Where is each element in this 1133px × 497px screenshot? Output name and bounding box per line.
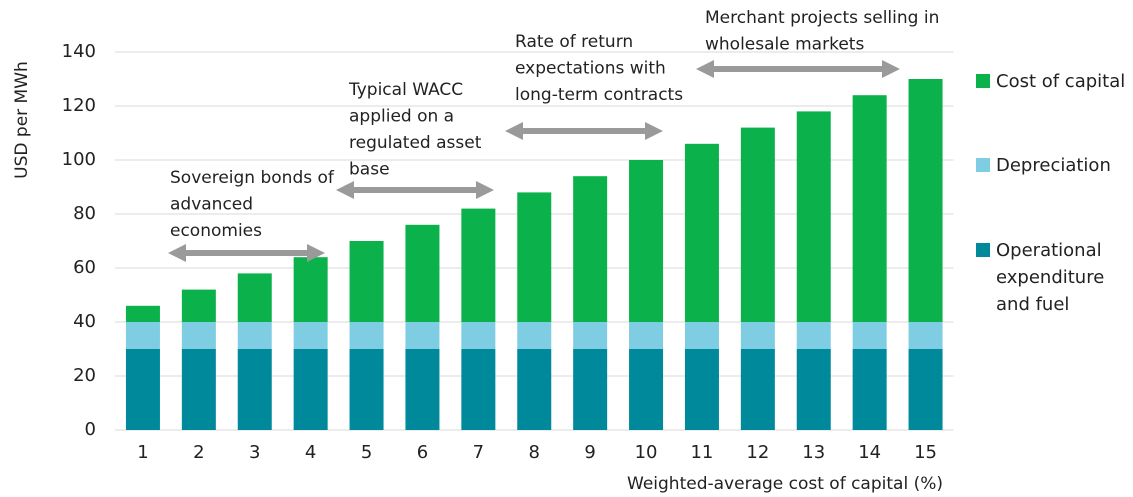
bar-segment [908, 322, 943, 349]
y-tick-label: 100 [62, 149, 96, 170]
bar-segment [125, 349, 160, 430]
bar-segment [293, 322, 328, 349]
bar-segment [908, 349, 943, 430]
annotation: Typical WACC [348, 80, 463, 100]
bar-segment [461, 349, 496, 430]
bar-segment [405, 349, 440, 430]
bar-segment [517, 192, 552, 322]
bar-segment [684, 143, 719, 322]
bar-segment [684, 322, 719, 349]
annotation: Sovereign bonds of [170, 168, 335, 188]
bar-segment [740, 322, 775, 349]
bar-segment [740, 349, 775, 430]
legend-swatch [976, 158, 990, 172]
legend-item: Operational expenditure and fuel [976, 237, 1126, 318]
bar-segment [573, 322, 608, 349]
x-tick-label: 6 [417, 442, 428, 463]
bar-segment [517, 322, 552, 349]
bar-segment [349, 241, 384, 322]
legend-label: Depreciation [996, 155, 1111, 176]
x-tick-label: 7 [473, 442, 484, 463]
bar-segment [181, 289, 216, 322]
y-tick-label: 140 [62, 41, 96, 62]
annotation: expectations with [515, 59, 666, 79]
bar-segment [852, 95, 887, 322]
x-tick-label: 3 [249, 442, 260, 463]
y-axis-title: USD per MWh [12, 61, 32, 179]
bar-segment [461, 208, 496, 322]
bar-segment [461, 322, 496, 349]
bar-segment [684, 349, 719, 430]
x-axis-title: Weighted-average cost of capital (%) [627, 474, 943, 494]
x-tick-label: 1 [137, 442, 148, 463]
annotation: economies [170, 221, 262, 241]
x-tick-label: 5 [361, 442, 372, 463]
bar-segment [293, 349, 328, 430]
y-tick-label: 120 [62, 95, 96, 116]
bar-segment [349, 322, 384, 349]
bar-segment [852, 349, 887, 430]
annotation: base [349, 160, 390, 180]
legend-swatch [976, 243, 990, 257]
bar-segment [796, 349, 831, 430]
bar-segment [237, 322, 272, 349]
bar-segment [629, 349, 664, 430]
x-tick-label: 15 [914, 442, 937, 463]
x-tick-label: 8 [529, 442, 540, 463]
bar-segment [349, 349, 384, 430]
bar-segment [293, 257, 328, 322]
annotation: Merchant projects selling in [705, 8, 939, 28]
x-tick-label: 2 [193, 442, 204, 463]
annotation: applied on a [349, 107, 454, 127]
annotation: advanced [170, 195, 253, 215]
legend-label: Operational expenditure and fuel [996, 240, 1105, 315]
bar-segment [125, 322, 160, 349]
bar-segment [405, 322, 440, 349]
x-tick-label: 4 [305, 442, 316, 463]
y-tick-label: 40 [73, 311, 96, 332]
annotation: wholesale markets [705, 35, 864, 55]
legend-item: Depreciation [976, 152, 1126, 179]
bar-segment [181, 322, 216, 349]
bar-segment [796, 322, 831, 349]
x-tick-label: 12 [746, 442, 769, 463]
bar-segment [908, 79, 943, 322]
y-tick-label: 20 [73, 365, 96, 386]
legend-label: Cost of capital [996, 71, 1126, 92]
bar-segment [237, 349, 272, 430]
x-tick-label: 10 [635, 442, 658, 463]
bar-segment [852, 322, 887, 349]
y-tick-label: 0 [85, 419, 96, 440]
y-tick-label: 60 [73, 257, 96, 278]
bar-segment [796, 111, 831, 323]
bar-segment [405, 224, 440, 322]
bar-segment [181, 349, 216, 430]
legend-swatch [976, 74, 990, 88]
bar-segment [573, 176, 608, 322]
bar-segment [125, 305, 160, 322]
y-tick-label: 80 [73, 203, 96, 224]
bar-segment [517, 349, 552, 430]
x-tick-label: 9 [584, 442, 595, 463]
x-tick-label: 14 [858, 442, 881, 463]
bar-segment [573, 349, 608, 430]
annotation: long-term contracts [515, 85, 683, 105]
bar-segment [629, 160, 664, 322]
bar-segment [237, 273, 272, 322]
bar-segment [740, 127, 775, 322]
x-tick-label: 13 [802, 442, 825, 463]
annotation: Rate of return [515, 32, 633, 52]
annotation: regulated asset [349, 133, 482, 153]
x-tick-label: 11 [690, 442, 713, 463]
bar-segment [629, 322, 664, 349]
legend-item: Cost of capital [976, 68, 1126, 95]
